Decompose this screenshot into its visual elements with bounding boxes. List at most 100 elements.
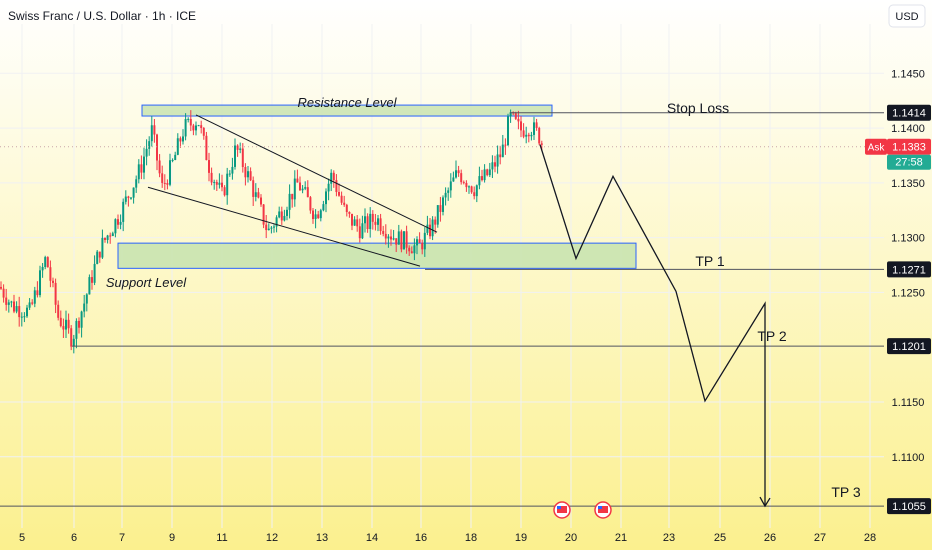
candle-body: [475, 185, 478, 197]
candle-body: [23, 316, 26, 318]
candle-body: [236, 145, 239, 150]
candle-body: [468, 186, 470, 188]
candle-body: [439, 205, 442, 212]
candle-body: [106, 235, 109, 240]
candle-body: [265, 224, 268, 231]
candle-body: [262, 204, 265, 225]
candle-body: [124, 196, 127, 202]
candle-body: [525, 134, 528, 137]
candle-body: [247, 171, 249, 178]
candle-body: [488, 169, 491, 176]
price-tag-label: 1.1201: [892, 341, 926, 353]
candle-body: [291, 193, 294, 200]
candle-body: [444, 192, 447, 198]
candle-body: [533, 122, 535, 135]
candle-body: [345, 204, 348, 212]
candle-body: [535, 122, 538, 128]
candle-body: [429, 224, 431, 237]
candle-body: [192, 125, 195, 131]
candle-body: [54, 282, 57, 305]
time-axis[interactable]: 5 6 7 9 11 12 13 14 16 18 19 20 21 23 25 26 27 28: [19, 532, 876, 544]
candle-body: [205, 135, 208, 161]
candle-body: [325, 191, 327, 205]
candle-body: [174, 154, 177, 160]
candle-body: [364, 216, 366, 224]
candle-body: [400, 231, 403, 250]
event-markers[interactable]: [553, 501, 612, 519]
candle-body: [202, 127, 205, 136]
us-event-icon[interactable]: [553, 501, 571, 519]
candle-body: [31, 302, 34, 304]
price-tag-bg: [887, 104, 931, 121]
tp2-label: TP 2: [757, 328, 787, 344]
projection-path: [539, 144, 766, 507]
candle-body: [416, 239, 418, 246]
x-tick-label: 21: [615, 532, 627, 544]
resistance-zone: [141, 104, 553, 117]
candle-body: [132, 187, 135, 198]
candle-body: [96, 251, 99, 264]
ask-tag: Ask 1.1383 27:58: [865, 138, 931, 170]
candle-body: [49, 267, 52, 281]
candle-body: [423, 232, 426, 250]
candle-body: [18, 306, 21, 318]
candle-body: [314, 214, 317, 220]
countdown-bg: [887, 154, 931, 170]
candle-body: [62, 326, 65, 330]
candle-body: [371, 213, 374, 222]
price-axis[interactable]: 1.1450 1.1400 1.1350 1.1300 1.1250 1.1150 1.11…: [865, 68, 931, 515]
price-tag: 1.1414: [887, 104, 931, 121]
price-tag: 1.1271: [887, 261, 931, 278]
candle-body: [36, 290, 39, 296]
candle-body: [140, 164, 143, 173]
candle-body: [218, 182, 221, 185]
candle-body: [91, 277, 93, 283]
candle-body: [481, 176, 483, 181]
candle-body: [52, 280, 54, 283]
candle-body: [41, 266, 44, 271]
y-tick-label: 1.1350: [891, 178, 925, 190]
candle-body: [366, 216, 369, 230]
y-tick-label: 1.1450: [891, 68, 925, 80]
x-tick-label: 11: [216, 532, 227, 544]
us-event-icon[interactable]: [594, 501, 612, 519]
candle-body: [462, 182, 465, 184]
candles: [0, 109, 543, 354]
candle-body: [275, 217, 278, 227]
x-tick-label: 16: [415, 532, 427, 544]
currency-button[interactable]: USD: [888, 4, 926, 28]
candle-body: [234, 145, 236, 167]
candle-body: [189, 118, 192, 126]
candle-body: [442, 197, 444, 212]
candle-body: [340, 195, 343, 203]
candle-body: [83, 303, 86, 312]
candle-body: [426, 224, 429, 233]
candle-body: [15, 306, 18, 312]
candle-body: [117, 219, 119, 225]
candle-body: [405, 231, 408, 248]
candle-body: [384, 233, 387, 239]
candle-body: [390, 236, 392, 240]
trend-lines: [0, 112, 884, 508]
candle-body: [449, 181, 452, 191]
candle-body: [504, 144, 507, 146]
candle-body: [382, 231, 385, 234]
candle-body: [59, 317, 62, 327]
candle-body: [72, 338, 75, 347]
candle-body: [478, 176, 481, 186]
upper-trend-line: [195, 114, 438, 233]
candle-body: [374, 221, 377, 225]
candle-body: [182, 136, 184, 142]
candle-body: [46, 257, 49, 268]
candle-body: [221, 182, 223, 188]
price-tag-bg: [887, 498, 931, 515]
candle-body: [213, 181, 216, 183]
candle-body: [101, 237, 104, 258]
candle-body: [197, 125, 200, 127]
candle-body: [470, 186, 473, 193]
candle-body: [447, 190, 450, 193]
price-tag-bg: [887, 338, 931, 355]
candle-body: [137, 164, 140, 180]
candle-body: [358, 226, 361, 239]
